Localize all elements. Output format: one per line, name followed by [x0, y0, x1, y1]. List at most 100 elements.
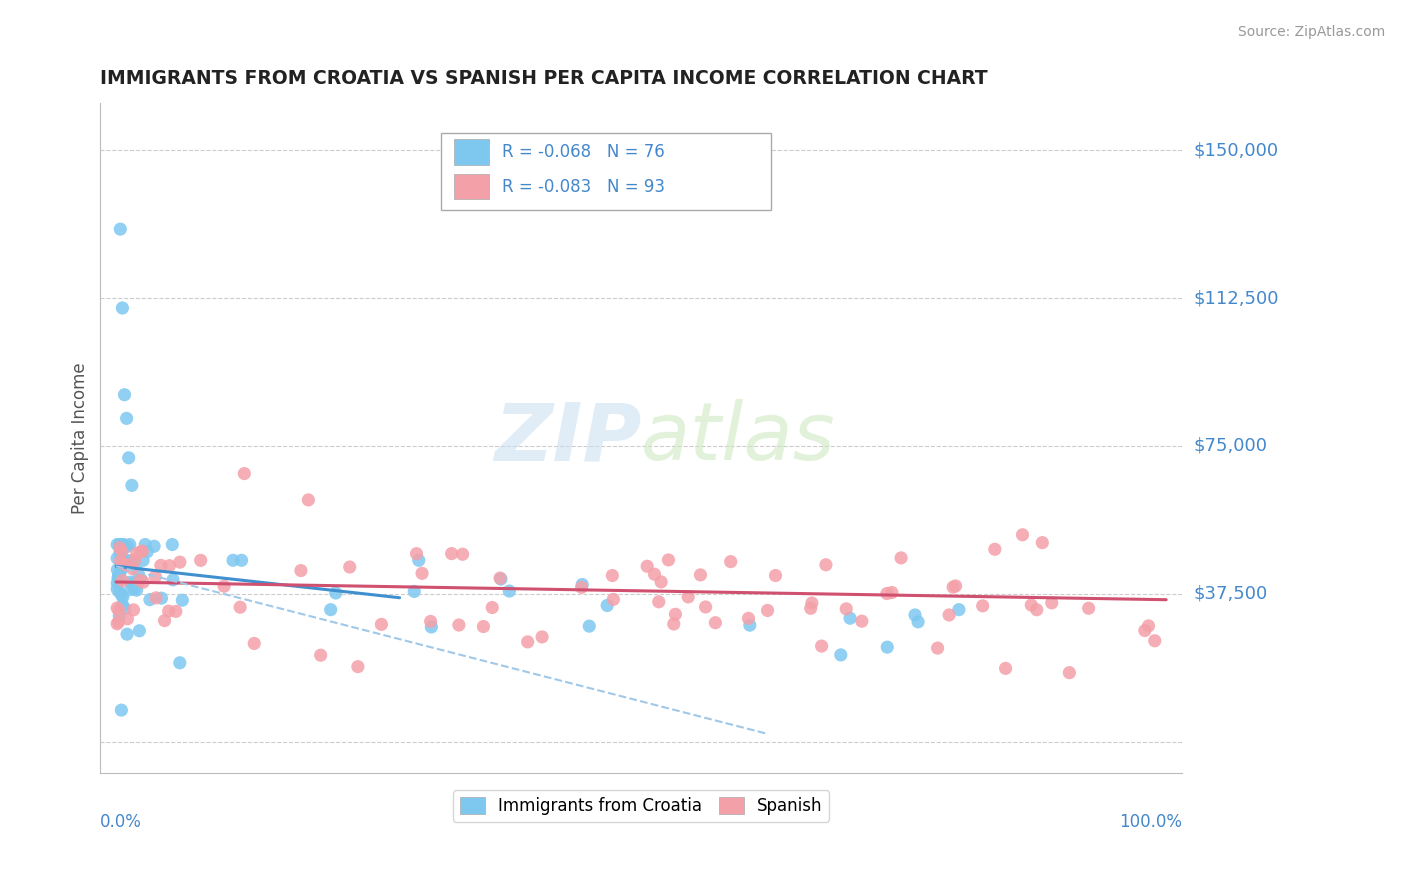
- Point: [162, 573, 184, 587]
- Point: [765, 568, 787, 582]
- Point: [145, 591, 167, 605]
- Point: [105, 601, 128, 615]
- Point: [229, 600, 252, 615]
- Text: Source: ZipAtlas.com: Source: ZipAtlas.com: [1237, 25, 1385, 39]
- Point: [121, 478, 143, 492]
- Point: [108, 541, 131, 555]
- Point: [111, 544, 134, 558]
- Point: [169, 656, 191, 670]
- Point: [120, 582, 142, 597]
- Text: $112,500: $112,500: [1194, 289, 1278, 307]
- Point: [657, 553, 679, 567]
- Point: [309, 648, 332, 663]
- Point: [115, 627, 138, 641]
- Point: [876, 586, 898, 600]
- Point: [689, 567, 711, 582]
- Point: [118, 555, 141, 569]
- Point: [112, 537, 135, 551]
- Point: [927, 641, 949, 656]
- Point: [1040, 596, 1063, 610]
- Point: [125, 583, 148, 598]
- Point: [118, 554, 141, 568]
- Point: [134, 537, 156, 551]
- Point: [447, 618, 470, 632]
- Point: [129, 574, 152, 588]
- Point: [107, 569, 129, 583]
- Point: [108, 537, 131, 551]
- Point: [472, 619, 495, 633]
- Point: [111, 537, 134, 551]
- Point: [738, 618, 761, 632]
- Point: [1059, 665, 1081, 680]
- Point: [115, 411, 138, 425]
- Point: [516, 635, 538, 649]
- Point: [1025, 603, 1047, 617]
- Point: [153, 614, 176, 628]
- Point: [162, 537, 184, 551]
- Point: [602, 592, 624, 607]
- Point: [420, 620, 443, 634]
- Point: [118, 450, 141, 465]
- Point: [695, 599, 717, 614]
- Text: IMMIGRANTS FROM CROATIA VS SPANISH PER CAPITA INCOME CORRELATION CHART: IMMIGRANTS FROM CROATIA VS SPANISH PER C…: [100, 69, 988, 87]
- Point: [370, 617, 392, 632]
- Point: [810, 639, 832, 653]
- Point: [451, 547, 474, 561]
- Point: [835, 602, 858, 616]
- Point: [165, 604, 187, 618]
- Point: [105, 563, 128, 577]
- Point: [319, 602, 342, 616]
- Point: [643, 567, 665, 582]
- Point: [800, 596, 823, 610]
- Point: [110, 222, 132, 236]
- Point: [347, 659, 370, 673]
- Point: [596, 599, 619, 613]
- Point: [114, 601, 136, 615]
- Point: [122, 556, 145, 570]
- Point: [143, 539, 166, 553]
- Point: [489, 572, 512, 586]
- Point: [120, 575, 142, 590]
- Point: [231, 553, 253, 567]
- Point: [212, 579, 235, 593]
- Point: [111, 598, 134, 612]
- Text: R = -0.083   N = 93: R = -0.083 N = 93: [502, 178, 665, 195]
- Point: [111, 574, 134, 588]
- Point: [498, 584, 520, 599]
- Point: [117, 539, 139, 553]
- Point: [114, 558, 136, 572]
- Point: [128, 624, 150, 638]
- Point: [114, 541, 136, 555]
- Point: [737, 611, 759, 625]
- Point: [1019, 598, 1042, 612]
- Point: [1077, 601, 1099, 615]
- Point: [972, 599, 994, 613]
- Point: [157, 558, 180, 573]
- Point: [578, 619, 600, 633]
- Text: atlas: atlas: [641, 399, 837, 477]
- Point: [111, 301, 134, 315]
- Point: [111, 560, 134, 574]
- Text: $75,000: $75,000: [1194, 437, 1267, 455]
- Point: [121, 562, 143, 576]
- Point: [650, 574, 672, 589]
- Point: [411, 566, 433, 581]
- Point: [1137, 619, 1160, 633]
- Point: [880, 585, 903, 599]
- Point: [111, 557, 134, 571]
- Point: [636, 559, 658, 574]
- Point: [664, 607, 686, 622]
- Point: [110, 565, 132, 579]
- Point: [108, 585, 131, 599]
- Point: [129, 572, 152, 586]
- Point: [222, 553, 245, 567]
- Point: [602, 568, 624, 582]
- Point: [890, 550, 912, 565]
- Point: [111, 590, 134, 604]
- Point: [571, 580, 593, 594]
- Y-axis label: Per Capita Income: Per Capita Income: [72, 362, 89, 514]
- Point: [139, 592, 162, 607]
- Point: [108, 537, 131, 551]
- Point: [662, 617, 685, 632]
- Point: [1133, 624, 1156, 638]
